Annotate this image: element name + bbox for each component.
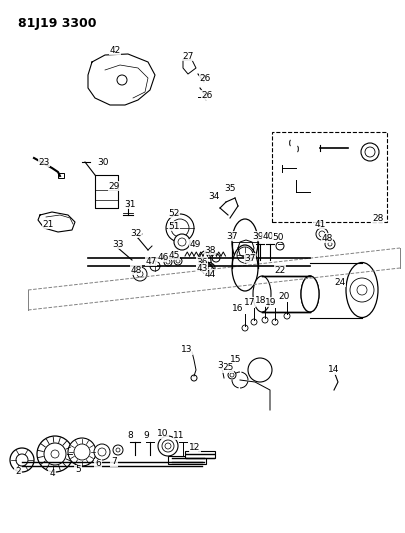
Bar bbox=[58, 173, 64, 178]
Ellipse shape bbox=[300, 276, 318, 312]
Text: 50: 50 bbox=[272, 232, 283, 241]
Text: 48: 48 bbox=[320, 233, 332, 243]
Text: 22: 22 bbox=[274, 265, 285, 274]
Text: 19: 19 bbox=[264, 297, 276, 306]
Circle shape bbox=[284, 313, 289, 319]
Ellipse shape bbox=[231, 219, 257, 265]
Text: 14: 14 bbox=[328, 366, 339, 375]
Text: 36: 36 bbox=[196, 257, 207, 266]
Text: 35: 35 bbox=[224, 183, 235, 192]
Circle shape bbox=[228, 371, 235, 379]
Text: 10: 10 bbox=[157, 430, 168, 439]
Circle shape bbox=[315, 228, 327, 240]
Circle shape bbox=[211, 254, 220, 262]
Text: 15: 15 bbox=[230, 356, 241, 365]
Text: 20: 20 bbox=[277, 292, 289, 301]
Circle shape bbox=[250, 319, 256, 325]
Circle shape bbox=[275, 242, 284, 250]
Circle shape bbox=[271, 319, 277, 325]
Circle shape bbox=[133, 267, 147, 281]
Ellipse shape bbox=[345, 262, 377, 318]
Text: 44: 44 bbox=[204, 270, 215, 279]
Text: 81J19 3300: 81J19 3300 bbox=[18, 17, 96, 30]
Circle shape bbox=[241, 325, 247, 331]
Circle shape bbox=[247, 358, 271, 382]
Text: 38: 38 bbox=[204, 246, 215, 254]
Text: 39: 39 bbox=[252, 231, 263, 240]
Text: 28: 28 bbox=[371, 214, 383, 222]
Text: 26: 26 bbox=[201, 91, 212, 100]
Text: 6: 6 bbox=[95, 459, 100, 469]
Circle shape bbox=[149, 261, 160, 271]
Text: 25: 25 bbox=[222, 364, 233, 373]
Circle shape bbox=[37, 436, 73, 472]
Text: 17: 17 bbox=[244, 297, 255, 306]
Bar bbox=[168, 456, 205, 464]
Text: 49: 49 bbox=[189, 239, 200, 248]
Text: 3: 3 bbox=[217, 360, 222, 369]
Text: 51: 51 bbox=[168, 222, 179, 230]
Circle shape bbox=[94, 444, 110, 460]
Ellipse shape bbox=[198, 251, 211, 273]
Text: 52: 52 bbox=[168, 208, 179, 217]
Text: 27: 27 bbox=[182, 52, 193, 61]
Circle shape bbox=[261, 317, 267, 323]
Text: 40: 40 bbox=[262, 231, 273, 240]
Bar bbox=[271, 132, 386, 222]
Text: 43: 43 bbox=[196, 263, 207, 272]
Circle shape bbox=[205, 263, 215, 273]
Text: 30: 30 bbox=[97, 157, 109, 166]
Text: 48: 48 bbox=[130, 265, 141, 274]
Circle shape bbox=[166, 214, 194, 242]
Ellipse shape bbox=[300, 276, 318, 312]
Text: 42: 42 bbox=[109, 45, 120, 54]
Text: 9: 9 bbox=[143, 432, 149, 440]
Circle shape bbox=[164, 258, 172, 266]
Text: 7: 7 bbox=[111, 457, 117, 466]
Ellipse shape bbox=[252, 276, 270, 312]
Text: 41: 41 bbox=[313, 220, 325, 229]
Text: 1: 1 bbox=[191, 443, 196, 453]
Text: 31: 31 bbox=[124, 199, 135, 208]
Bar bbox=[185, 451, 215, 458]
Text: 45: 45 bbox=[168, 251, 179, 260]
Text: 23: 23 bbox=[38, 157, 49, 166]
Text: 21: 21 bbox=[42, 220, 53, 229]
Text: 32: 32 bbox=[130, 229, 141, 238]
Circle shape bbox=[158, 436, 177, 456]
Circle shape bbox=[174, 234, 190, 250]
Text: 4: 4 bbox=[49, 470, 55, 479]
Text: 13: 13 bbox=[181, 345, 192, 354]
Ellipse shape bbox=[231, 245, 257, 291]
Circle shape bbox=[324, 239, 334, 249]
Text: 2: 2 bbox=[15, 467, 21, 477]
Text: 8: 8 bbox=[127, 432, 132, 440]
Circle shape bbox=[174, 257, 181, 265]
Circle shape bbox=[113, 445, 123, 455]
Circle shape bbox=[349, 278, 373, 302]
Text: 12: 12 bbox=[189, 443, 200, 453]
Text: 29: 29 bbox=[108, 182, 119, 190]
Text: 26: 26 bbox=[199, 74, 210, 83]
Text: 16: 16 bbox=[232, 303, 243, 312]
Text: 24: 24 bbox=[334, 278, 345, 287]
Text: 5: 5 bbox=[75, 465, 81, 474]
Text: 18: 18 bbox=[255, 295, 266, 304]
Circle shape bbox=[68, 438, 96, 466]
Text: 37: 37 bbox=[226, 231, 237, 240]
Text: 34: 34 bbox=[208, 191, 219, 200]
Text: 46: 46 bbox=[157, 253, 168, 262]
Circle shape bbox=[10, 448, 34, 472]
Text: 33: 33 bbox=[112, 239, 124, 248]
Circle shape bbox=[360, 143, 378, 161]
Text: 11: 11 bbox=[173, 431, 184, 440]
Text: 47: 47 bbox=[145, 256, 156, 265]
Text: 37: 37 bbox=[244, 254, 255, 262]
